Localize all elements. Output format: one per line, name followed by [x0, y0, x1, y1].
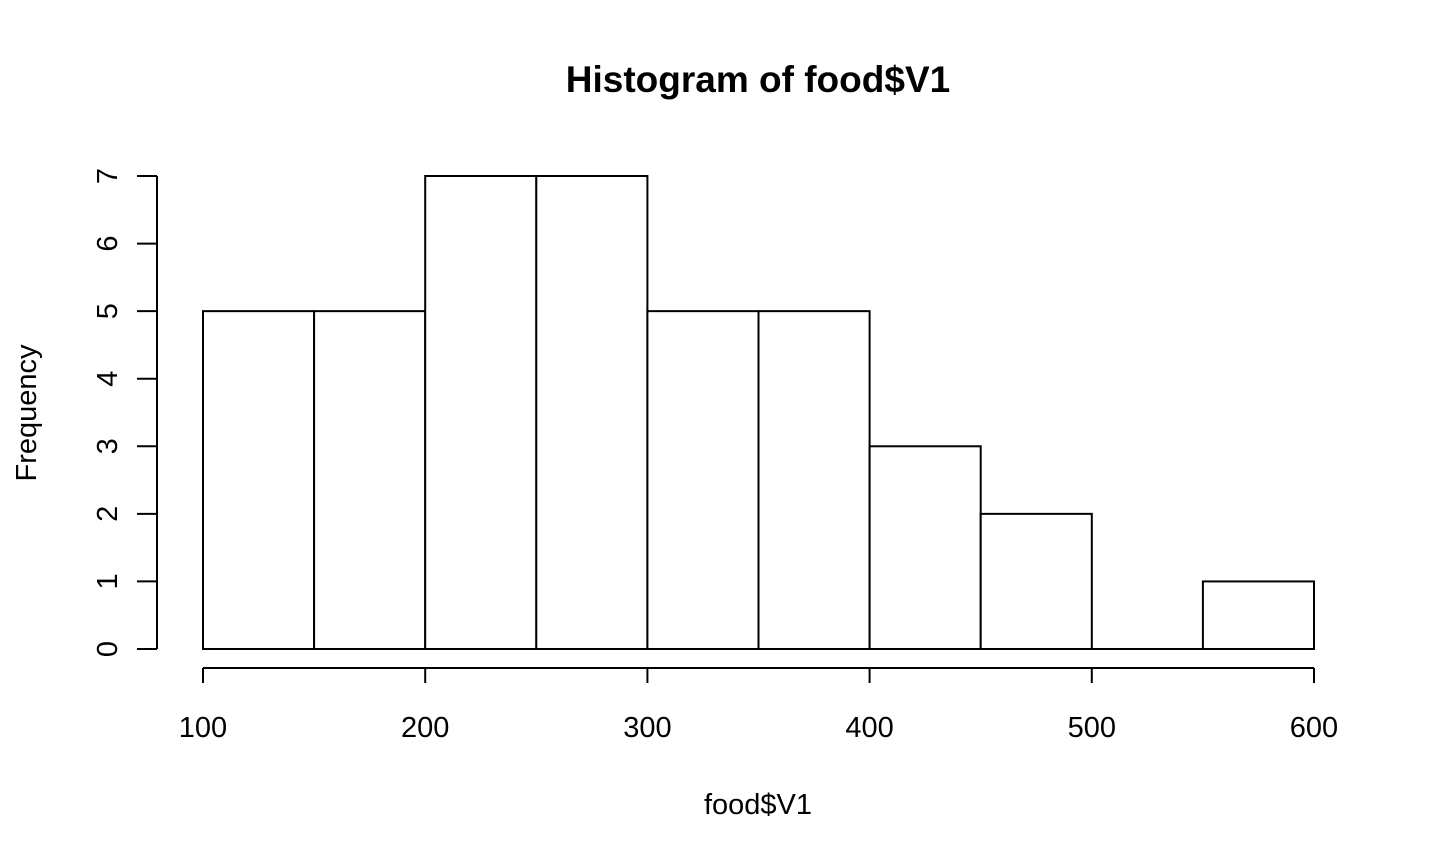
y-tick-label: 1	[92, 573, 124, 589]
x-tick-label: 500	[1068, 712, 1116, 744]
y-axis-label: Frequency	[11, 344, 43, 482]
y-tick-label: 6	[92, 236, 124, 252]
histogram-bar	[757, 310, 871, 650]
histogram-bar	[313, 310, 427, 650]
y-tick-label: 0	[92, 641, 124, 657]
x-tick-label: 300	[623, 712, 671, 744]
y-tick-label: 7	[92, 168, 124, 184]
x-tick-label: 100	[179, 712, 227, 744]
x-tick-label: 400	[845, 712, 893, 744]
y-tick-label: 5	[92, 303, 124, 319]
histogram-bar	[202, 310, 316, 650]
histogram-bar	[424, 175, 538, 650]
histogram-bar	[868, 445, 982, 650]
y-tick-label: 3	[92, 438, 124, 454]
x-ticks: 100 200 300 400 500 600	[179, 668, 1338, 744]
x-axis: 100 200 300 400 500 600	[179, 667, 1338, 744]
chart-title: Histogram of food$V1	[566, 59, 950, 100]
x-tick-label: 200	[401, 712, 449, 744]
histogram-bar	[979, 512, 1093, 650]
y-tick-label: 4	[92, 371, 124, 387]
x-tick-label: 600	[1290, 712, 1338, 744]
histogram-bar	[646, 310, 760, 650]
bars-group	[202, 175, 1316, 651]
histogram-bar	[535, 175, 649, 650]
y-ticks: 0 1 2 3 4 5 6 7	[92, 168, 157, 657]
y-tick-label: 2	[92, 506, 124, 522]
y-axis: 0 1 2 3 4 5 6 7	[92, 168, 158, 657]
x-axis-label: food$V1	[704, 789, 812, 821]
histogram-bar	[1201, 580, 1316, 651]
